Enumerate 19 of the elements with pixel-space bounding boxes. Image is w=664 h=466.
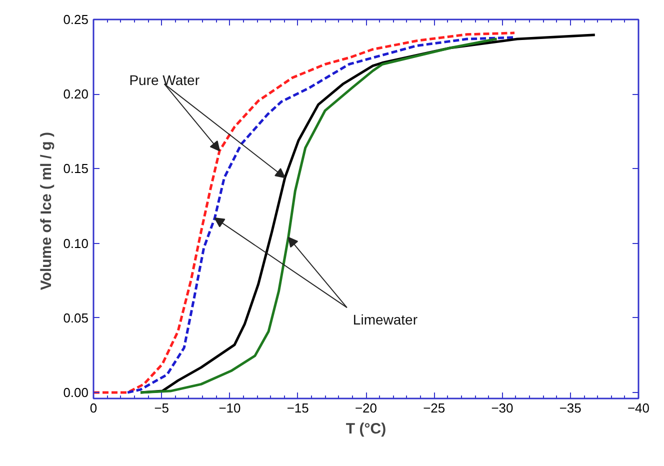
y-tick-label: 0.20	[63, 86, 89, 102]
annotation: Limewater	[352, 312, 418, 328]
x-tick-label: −25	[423, 400, 446, 416]
x-tick-label: −20	[354, 400, 378, 416]
y-tick-label: 0.05	[63, 310, 89, 326]
x-tick-label: −15	[286, 400, 309, 416]
y-tick-label: 0.15	[63, 161, 89, 176]
x-tick-label: −10	[218, 400, 241, 416]
y-tick-label: 0.10	[63, 236, 89, 251]
x-axis-title: T (°C)	[346, 420, 386, 438]
x-tick-label: −5	[154, 400, 170, 416]
x-tick-label: 0	[90, 400, 98, 416]
y-axis-title: Volume of Ice ( ml / g )	[38, 132, 56, 290]
y-tick-label: 0.25	[63, 12, 89, 27]
x-tick-label: −30	[491, 400, 514, 416]
y-tick-label: 0.00	[63, 385, 89, 400]
annotation: Pure Water	[129, 72, 200, 88]
x-tick-label: −35	[559, 400, 582, 416]
x-tick-label: −40	[627, 400, 650, 416]
